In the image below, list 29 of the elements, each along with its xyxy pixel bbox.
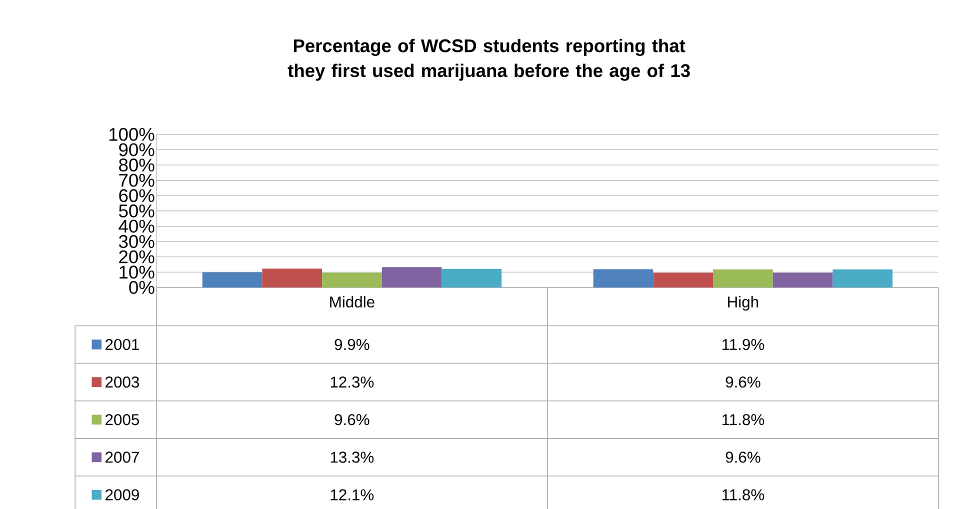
chart-title: Percentage of WCSD students reporting that they first used marijuana before the age of 13 — [288, 38, 690, 81]
y-tick-label: 70% — [119, 174, 154, 187]
y-tick-label: 10% — [120, 266, 154, 279]
y-tick-label: 0% — [129, 280, 154, 294]
data-label: 9.6% — [726, 452, 760, 463]
y-tick-label: 20% — [119, 250, 154, 264]
data-label: 13.3% — [330, 452, 374, 463]
data-label: 12.3% — [330, 376, 374, 388]
y-tick-label: 40% — [118, 220, 154, 233]
data-label: 12.1% — [330, 489, 374, 500]
y-tick-label: 50% — [119, 204, 154, 218]
y-tick-label: 90% — [119, 143, 154, 156]
x-tick-label: Middle — [330, 296, 374, 308]
data-label: 9.6% — [334, 414, 370, 426]
legend-label: 2001 — [106, 338, 139, 350]
y-tick-label: 100% — [109, 128, 154, 141]
y-tick-label: 60% — [119, 189, 154, 202]
data-label: 9.6% — [726, 376, 760, 388]
legend-label: 2005 — [106, 414, 140, 426]
data-label: 9.9% — [334, 338, 370, 350]
data-label: 11.8% — [722, 414, 764, 426]
x-tick-label: High — [728, 296, 758, 311]
data-label: 11.8% — [722, 489, 764, 500]
legend-label: 2009 — [106, 489, 139, 500]
y-tick-label: 30% — [118, 234, 154, 248]
legend-label: 2007 — [106, 452, 139, 463]
y-tick-label: 80% — [119, 158, 154, 172]
data-label: 11.9% — [722, 338, 764, 350]
legend-label: 2003 — [106, 376, 139, 388]
